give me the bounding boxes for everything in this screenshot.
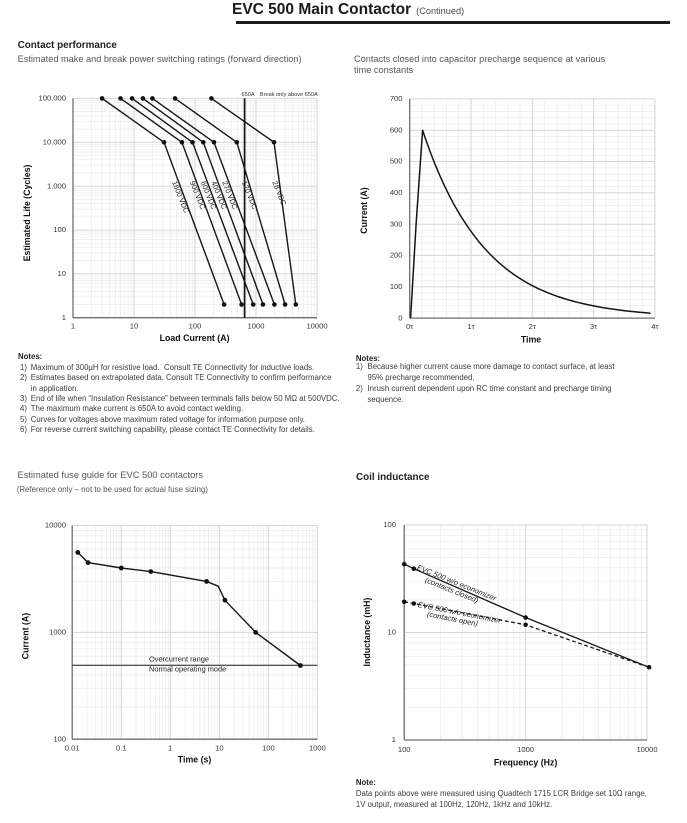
svg-text:100.000: 100.000 bbox=[39, 94, 66, 103]
svg-text:100: 100 bbox=[390, 282, 403, 291]
svg-text:700: 700 bbox=[390, 94, 403, 103]
svg-text:1: 1 bbox=[168, 743, 172, 752]
svg-text:Estimated Life (Cycles): Estimated Life (Cycles) bbox=[22, 165, 32, 262]
svg-text:0: 0 bbox=[398, 313, 402, 322]
svg-text:Load Current (A): Load Current (A) bbox=[160, 333, 230, 343]
svg-text:1: 1 bbox=[62, 313, 66, 322]
svg-text:500: 500 bbox=[390, 157, 403, 166]
svg-text:0.1: 0.1 bbox=[116, 743, 127, 752]
svg-text:10: 10 bbox=[388, 627, 396, 636]
svg-text:10: 10 bbox=[58, 269, 66, 278]
svg-text:0.01: 0.01 bbox=[65, 743, 80, 752]
svg-text:1000: 1000 bbox=[309, 743, 326, 752]
svg-text:100: 100 bbox=[383, 520, 396, 529]
svg-text:0τ: 0τ bbox=[406, 322, 413, 331]
svg-text:300: 300 bbox=[390, 219, 403, 228]
svg-text:1.000: 1.000 bbox=[47, 181, 66, 190]
svg-text:100: 100 bbox=[189, 322, 202, 331]
svg-text:1000: 1000 bbox=[248, 322, 265, 331]
svg-text:Time: Time bbox=[521, 334, 541, 344]
svg-text:10: 10 bbox=[215, 743, 223, 752]
svg-text:600: 600 bbox=[390, 125, 403, 134]
svg-text:100: 100 bbox=[398, 745, 411, 754]
svg-text:4τ: 4τ bbox=[651, 322, 658, 331]
svg-text:Current (A): Current (A) bbox=[359, 187, 369, 233]
svg-text:100: 100 bbox=[262, 743, 275, 752]
svg-text:650A: 650A bbox=[242, 92, 255, 98]
svg-text:Inductance (mH): Inductance (mH) bbox=[362, 597, 372, 666]
svg-text:Overcurrent range: Overcurrent range bbox=[149, 655, 209, 664]
svg-text:Time (s): Time (s) bbox=[178, 754, 212, 764]
svg-text:1: 1 bbox=[71, 322, 75, 331]
svg-text:10: 10 bbox=[130, 322, 138, 331]
svg-text:100: 100 bbox=[53, 225, 66, 234]
svg-text:10000: 10000 bbox=[306, 322, 327, 331]
svg-text:200: 200 bbox=[390, 251, 403, 260]
svg-text:1τ: 1τ bbox=[467, 322, 474, 331]
svg-text:400: 400 bbox=[390, 188, 403, 197]
svg-text:10.000: 10.000 bbox=[43, 138, 66, 147]
svg-text:3τ: 3τ bbox=[590, 322, 597, 331]
svg-text:1000: 1000 bbox=[517, 745, 534, 754]
svg-text:Frequency (Hz): Frequency (Hz) bbox=[494, 758, 558, 768]
svg-text:Break only above 650A: Break only above 650A bbox=[260, 92, 318, 98]
svg-text:Normal operating mode: Normal operating mode bbox=[149, 665, 226, 674]
svg-text:10000: 10000 bbox=[636, 745, 657, 754]
svg-text:10000: 10000 bbox=[45, 521, 66, 530]
svg-text:2τ: 2τ bbox=[529, 322, 536, 331]
svg-text:1: 1 bbox=[392, 735, 396, 744]
svg-text:1000: 1000 bbox=[49, 628, 66, 637]
svg-text:Current (A): Current (A) bbox=[21, 613, 31, 659]
svg-text:100: 100 bbox=[53, 734, 66, 743]
